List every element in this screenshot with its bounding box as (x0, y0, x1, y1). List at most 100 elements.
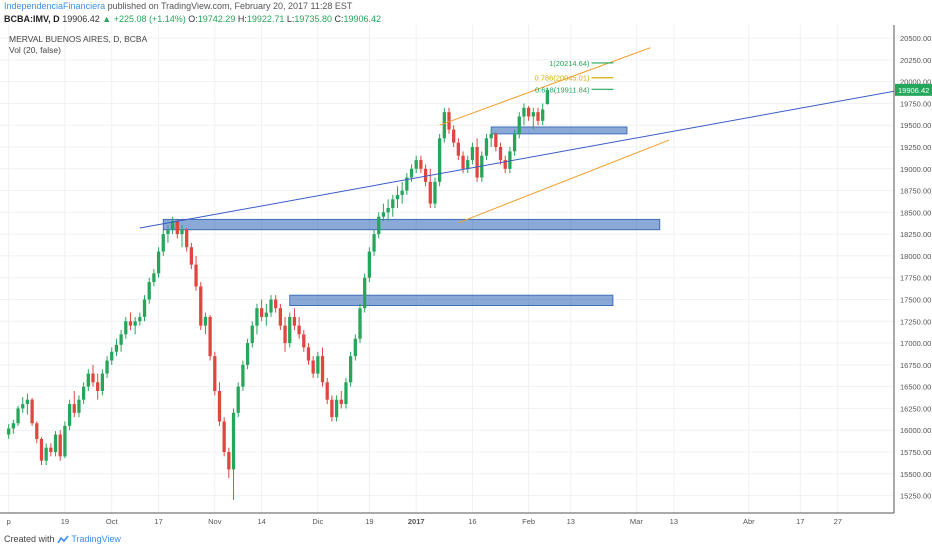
candle-body (494, 133, 498, 147)
candle-body (7, 428, 11, 435)
candle-body (541, 109, 545, 121)
candle-body (466, 160, 470, 169)
candle-body (414, 160, 418, 169)
candle-body (44, 447, 48, 461)
candle-body (363, 277, 367, 309)
candle-body (77, 399, 81, 413)
x-tick-label: 17 (154, 517, 162, 526)
candle-body (213, 356, 217, 391)
candle-body (35, 423, 39, 439)
author-link[interactable]: IndependenciaFinanciera (4, 1, 106, 11)
candle-body (536, 112, 540, 121)
candle-body (330, 399, 334, 418)
candle-body (353, 338, 357, 357)
candle-body (372, 234, 376, 252)
candle-body (86, 373, 90, 387)
candle-body (306, 347, 311, 361)
candle-body (124, 321, 128, 335)
support-zone (162, 218, 661, 231)
candle-body (203, 316, 208, 326)
y-tick-label: 17250.00 (900, 317, 931, 326)
candle-body (419, 160, 423, 169)
chart-title: MERVAL BUENOS AIRES, D, BCBA (9, 34, 148, 44)
y-tick-label: 19750.00 (900, 99, 931, 108)
price-chart[interactable]: 1(20214.64) 0.786(20045.01) 0.618(19911.84… (0, 25, 932, 529)
candle-body (72, 404, 76, 413)
y-tick-label: 20000.00 (900, 78, 931, 87)
y-tick-label: 17750.00 (900, 274, 931, 283)
published-text: published on TradingView.com, February 2… (107, 1, 353, 11)
candle-body (133, 321, 137, 326)
candle-body (339, 399, 343, 405)
last-price-badge (895, 83, 932, 96)
candle-body (358, 308, 362, 339)
candle-body (170, 221, 175, 230)
high-value: 19922.71 (246, 14, 285, 24)
candle-body (25, 399, 30, 405)
candle-body (274, 299, 278, 309)
y-tick-label: 18750.00 (900, 187, 931, 196)
candle-body (320, 356, 325, 383)
candle-body (199, 286, 203, 326)
y-tick-label: 16500.00 (900, 383, 931, 392)
candle-body (11, 423, 16, 429)
candle-body (316, 356, 320, 374)
tradingview-logo-icon (57, 535, 69, 544)
candle-body (236, 386, 240, 413)
candle-body (297, 325, 301, 335)
candle-body (180, 229, 184, 235)
candle-body (311, 360, 315, 374)
high-label: H: (237, 14, 247, 24)
candle-body (545, 89, 550, 105)
y-tick-label: 20250.00 (900, 56, 931, 65)
last-price: 19906.42 (62, 14, 100, 24)
y-tick-label: 16750.00 (900, 361, 931, 370)
candle-body (423, 168, 428, 182)
candle-body (442, 112, 446, 139)
candle-body (245, 343, 250, 365)
candle-body (400, 190, 404, 195)
candle-body (283, 325, 287, 344)
candle-body (512, 133, 517, 152)
candle-body (447, 112, 451, 130)
candle-body (452, 129, 456, 143)
candle-body (217, 391, 222, 422)
candle-body (381, 212, 386, 217)
candle-body (269, 299, 273, 313)
publish-bar: IndependenciaFinanciera published on Tra… (0, 0, 932, 12)
candle-body (503, 160, 507, 169)
fib-level-label: 1(20214.64) (549, 59, 590, 68)
low-label: L: (286, 14, 295, 24)
open-label: O: (188, 14, 198, 24)
candle-body (91, 373, 95, 383)
fib-levels: 1(20214.64) 0.786(20045.01) 0.618(19911.84… (534, 59, 614, 94)
support-zones (162, 126, 661, 306)
close-label: C: (334, 14, 344, 24)
candle-body (480, 155, 484, 178)
candle-body (522, 107, 526, 117)
candle-body (475, 147, 479, 178)
x-tick-label: Mar (630, 517, 643, 526)
x-tick-label: 19 (61, 517, 69, 526)
tradingview-brand[interactable]: TradingView (71, 534, 121, 544)
y-tick-label: 16250.00 (900, 404, 931, 413)
candle-body (147, 282, 151, 300)
candle-body (30, 399, 34, 424)
candle-body (105, 360, 109, 374)
price-change: +225.08 (+1.14%) (113, 14, 186, 24)
candle-body (437, 138, 442, 182)
y-tick-label: 15250.00 (900, 492, 931, 501)
close-value: 19906.42 (343, 14, 382, 24)
x-tick-label: 14 (257, 517, 265, 526)
y-tick-label: 15500.00 (900, 470, 931, 479)
candle-body (405, 177, 409, 191)
chart-grid (0, 25, 894, 513)
candle-body (156, 251, 161, 274)
candle-body (119, 334, 123, 345)
y-tick-label: 17000.00 (900, 339, 931, 348)
chart-subtitle: Vol (20, false) (9, 45, 61, 55)
chart-area[interactable]: 1(20214.64) 0.786(20045.01) 0.618(19911.84… (0, 25, 932, 529)
candle-body (166, 229, 170, 235)
candle-body (100, 373, 105, 391)
x-tick-label: 13 (567, 517, 575, 526)
